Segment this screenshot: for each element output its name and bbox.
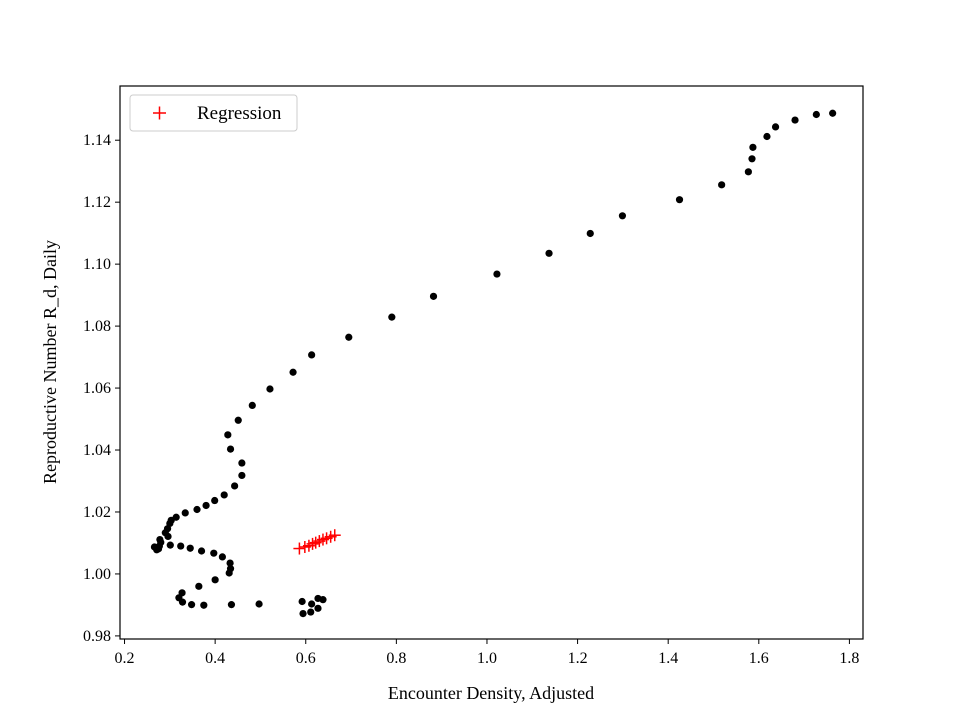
y-axis: 0.98 1.00 1.02 1.04 1.06 1.08 1.10 1.12 1.14 bbox=[83, 132, 120, 645]
data-point bbox=[545, 249, 553, 257]
x-tick-label: 1.0 bbox=[477, 650, 497, 667]
data-point bbox=[226, 445, 235, 453]
x-axis-label: Encounter Density, Adjusted bbox=[388, 683, 594, 703]
data-point bbox=[164, 532, 172, 541]
y-tick-label: 1.14 bbox=[83, 132, 111, 149]
data-point bbox=[211, 576, 219, 584]
x-tick-label: 1.8 bbox=[839, 650, 859, 667]
data-point bbox=[177, 542, 185, 550]
x-tick-label: 0.8 bbox=[386, 650, 406, 667]
data-point bbox=[289, 368, 297, 376]
x-tick-label: 1.2 bbox=[568, 650, 588, 667]
data-point bbox=[234, 416, 242, 424]
observation-series bbox=[150, 109, 837, 618]
data-point bbox=[255, 600, 263, 608]
data-point bbox=[238, 459, 246, 467]
data-point bbox=[220, 491, 228, 499]
data-point bbox=[193, 505, 201, 514]
data-point bbox=[314, 594, 322, 603]
data-point bbox=[186, 544, 194, 552]
data-point bbox=[298, 597, 306, 606]
data-point bbox=[166, 541, 174, 549]
x-tick-label: 1.6 bbox=[749, 650, 769, 667]
y-tick-label: 1.02 bbox=[83, 504, 111, 521]
data-point bbox=[618, 212, 627, 220]
x-tick-label: 0.2 bbox=[115, 650, 135, 667]
data-point bbox=[187, 601, 196, 609]
data-point bbox=[675, 196, 684, 204]
data-point bbox=[749, 143, 757, 151]
y-tick-label: 1.10 bbox=[83, 256, 111, 273]
legend-marker-regression bbox=[153, 106, 166, 120]
data-point bbox=[299, 609, 307, 618]
data-point bbox=[763, 132, 771, 141]
data-point bbox=[197, 547, 206, 555]
data-point bbox=[231, 482, 239, 490]
x-tick-label: 0.6 bbox=[296, 650, 316, 667]
legend: Regression bbox=[129, 94, 298, 132]
data-point bbox=[308, 351, 316, 359]
data-point bbox=[266, 385, 274, 393]
y-tick-label: 1.00 bbox=[83, 566, 111, 583]
data-point bbox=[238, 471, 246, 480]
data-point bbox=[307, 608, 315, 616]
data-point bbox=[248, 401, 256, 410]
data-point bbox=[308, 600, 316, 608]
regression-series bbox=[293, 529, 341, 555]
data-layer bbox=[150, 109, 837, 618]
data-point bbox=[226, 559, 234, 567]
data-point bbox=[314, 604, 322, 612]
data-point bbox=[791, 116, 799, 124]
data-point bbox=[200, 601, 208, 609]
data-point bbox=[211, 496, 219, 505]
data-point bbox=[771, 123, 780, 131]
data-point bbox=[493, 270, 501, 278]
data-point bbox=[829, 109, 837, 117]
data-point bbox=[429, 292, 438, 300]
data-point bbox=[345, 333, 353, 341]
data-point bbox=[218, 553, 226, 561]
y-tick-label: 0.98 bbox=[83, 628, 111, 645]
plot-frame bbox=[119, 85, 864, 640]
data-point bbox=[748, 155, 756, 163]
data-point bbox=[224, 431, 232, 439]
data-point bbox=[388, 313, 396, 321]
regression-point bbox=[328, 529, 341, 542]
data-point bbox=[586, 229, 594, 238]
data-point bbox=[181, 509, 189, 517]
data-point bbox=[812, 110, 820, 119]
y-tick-label: 1.12 bbox=[83, 194, 111, 211]
data-point bbox=[744, 168, 752, 176]
data-point bbox=[153, 546, 161, 554]
data-point bbox=[227, 601, 236, 609]
x-tick-label: 1.4 bbox=[658, 650, 678, 667]
regression-point bbox=[306, 537, 319, 550]
data-point bbox=[178, 598, 187, 606]
data-point bbox=[210, 549, 218, 557]
y-axis-label: Reproductive Number R_d, Daily bbox=[40, 240, 60, 484]
y-tick-label: 1.08 bbox=[83, 318, 111, 335]
data-point bbox=[202, 501, 210, 510]
y-tick-label: 1.06 bbox=[83, 380, 111, 397]
regression-point bbox=[293, 542, 306, 555]
x-axis: 0.2 0.4 0.6 0.8 1.0 1.2 1.4 1.6 1.8 bbox=[115, 639, 859, 667]
data-point bbox=[718, 181, 726, 189]
legend-label-regression: Regression bbox=[197, 103, 282, 124]
data-point bbox=[225, 569, 233, 577]
legend-box bbox=[129, 94, 298, 132]
x-tick-label: 0.4 bbox=[205, 650, 225, 667]
y-tick-label: 1.04 bbox=[83, 442, 111, 459]
data-point bbox=[195, 582, 203, 590]
